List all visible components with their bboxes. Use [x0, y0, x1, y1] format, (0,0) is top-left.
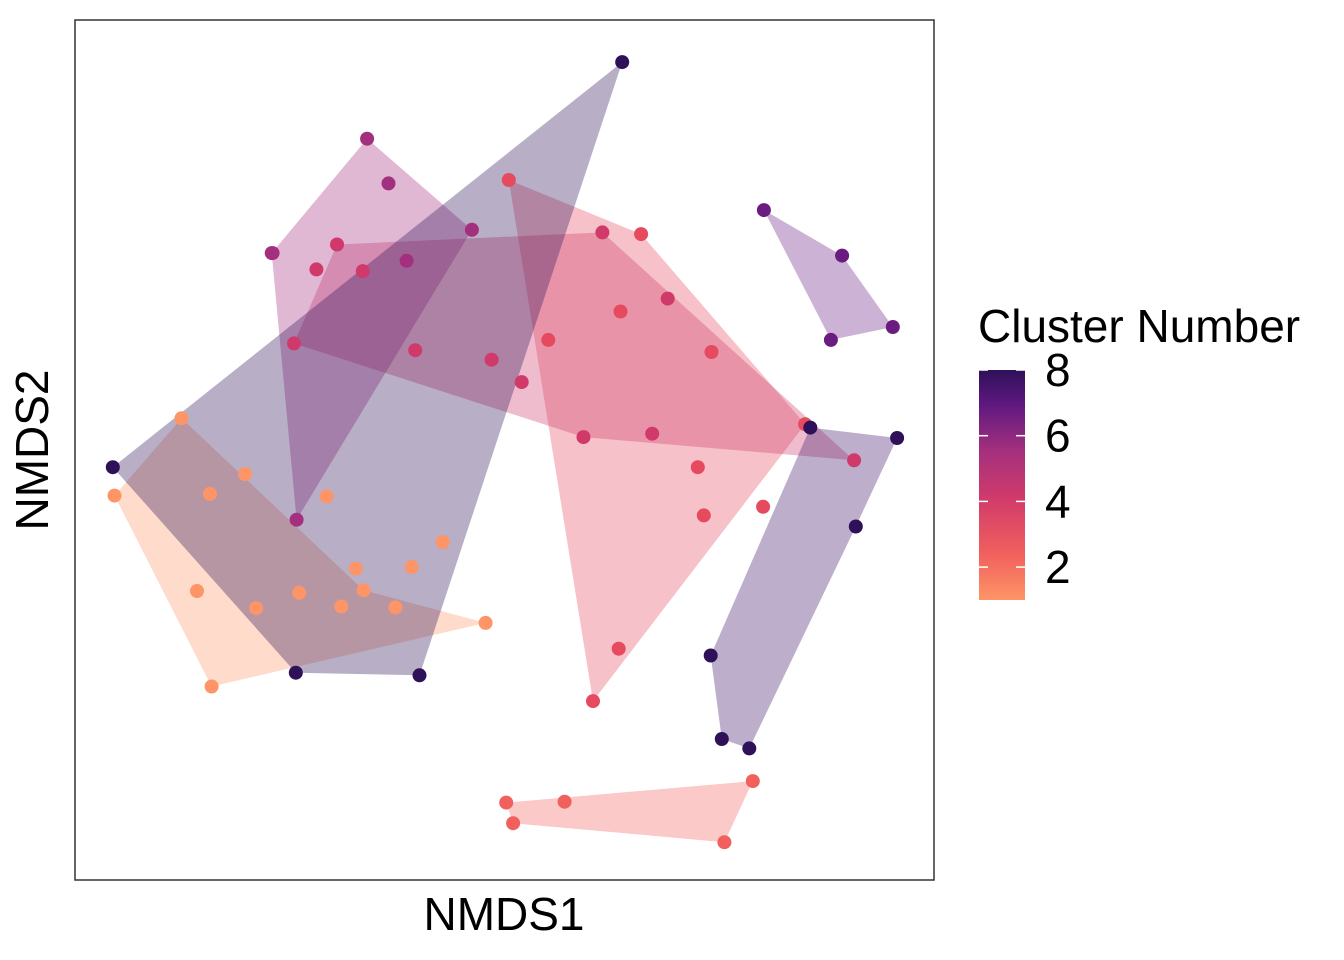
point-cluster-3-2 [634, 227, 649, 242]
point-cluster-3-10 [586, 694, 600, 709]
point-cluster-5-6 [464, 222, 479, 237]
point-cluster-8-2 [105, 460, 120, 475]
point-cluster-4-10 [576, 430, 591, 445]
point-cluster-2-5 [717, 835, 732, 850]
x-axis-title: NMDS1 [423, 888, 584, 940]
point-cluster-1-14 [388, 600, 403, 615]
point-cluster-2-1 [499, 795, 514, 810]
hull-cluster-1 [114, 418, 486, 687]
point-cluster-1-13 [334, 599, 349, 614]
cluster-hulls [112, 62, 898, 843]
point-cluster-1-10 [404, 560, 419, 574]
point-cluster-8-6 [890, 431, 905, 445]
point-cluster-4-4 [355, 264, 370, 279]
legend-tick-label-2: 2 [1045, 541, 1071, 593]
point-cluster-1-1 [174, 411, 189, 426]
legend-tick-label-8: 8 [1045, 344, 1071, 396]
point-cluster-1-11 [107, 488, 122, 503]
point-cluster-2-2 [557, 794, 572, 809]
point-cluster-3-9 [611, 641, 626, 656]
point-cluster-6-1 [756, 203, 771, 218]
point-cluster-3-3 [613, 304, 628, 319]
legend-ticks: 2 4 6 8 [979, 344, 1071, 593]
y-axis-title: NMDS2 [6, 369, 58, 530]
point-cluster-1-7 [319, 489, 334, 504]
point-cluster-1-15 [478, 615, 493, 630]
point-cluster-1-9 [348, 561, 363, 576]
point-cluster-1-3 [202, 486, 217, 501]
legend-colorbar [979, 370, 1025, 600]
point-cluster-8-5 [803, 420, 818, 435]
point-cluster-4-6 [287, 336, 301, 351]
hull-cluster-5 [271, 138, 472, 520]
hull-cluster-6 [763, 210, 893, 340]
point-cluster-6-2 [835, 248, 850, 263]
point-cluster-3-6 [690, 460, 705, 475]
point-cluster-5-4 [265, 246, 280, 261]
point-cluster-1-5 [204, 679, 219, 694]
point-cluster-4-5 [660, 291, 675, 306]
point-cluster-6-3 [885, 320, 900, 334]
point-cluster-4-1 [595, 225, 610, 240]
hull-cluster-7 [710, 427, 898, 749]
cluster-points [105, 55, 905, 850]
point-cluster-5-2 [381, 176, 396, 191]
point-cluster-8-9 [714, 732, 729, 746]
point-cluster-3-1 [501, 173, 516, 187]
point-cluster-4-11 [645, 426, 660, 441]
point-cluster-4-12 [847, 453, 862, 468]
point-cluster-4-2 [330, 237, 344, 252]
point-cluster-1-4 [356, 583, 371, 598]
hull-cluster-3 [508, 180, 806, 702]
point-cluster-1-2 [238, 467, 253, 482]
legend-tick-label-4: 4 [1045, 475, 1071, 527]
point-cluster-8-8 [703, 648, 718, 663]
legend: Cluster Number 2 4 6 8 [978, 300, 1300, 600]
point-cluster-4-3 [309, 262, 324, 277]
point-cluster-8-7 [848, 519, 863, 534]
point-cluster-5-7 [289, 512, 304, 527]
point-cluster-3-8 [696, 508, 711, 523]
hull-cluster-8 [112, 62, 623, 676]
point-cluster-3-4 [704, 345, 719, 359]
point-cluster-8-1 [615, 55, 630, 70]
hull-cluster-4 [294, 232, 855, 461]
point-cluster-6-4 [823, 332, 838, 347]
point-cluster-4-8 [484, 352, 499, 367]
point-cluster-8-3 [288, 665, 303, 680]
point-cluster-1-6 [249, 601, 264, 616]
point-cluster-5-5 [399, 253, 414, 268]
point-cluster-5-1 [360, 131, 375, 146]
point-cluster-2-4 [745, 774, 760, 789]
legend-tick-label-6: 6 [1045, 410, 1071, 462]
point-cluster-4-9 [514, 375, 529, 390]
point-cluster-8-4 [412, 668, 427, 683]
point-cluster-3-11 [541, 332, 556, 347]
hull-cluster-2 [506, 781, 753, 843]
plot-panel-border [74, 19, 935, 881]
point-cluster-1-12 [292, 585, 307, 600]
point-cluster-8-10 [742, 741, 757, 756]
point-cluster-3-7 [756, 499, 771, 514]
point-cluster-2-3 [506, 816, 521, 831]
legend-title: Cluster Number [978, 300, 1300, 352]
point-cluster-1-16 [190, 584, 204, 598]
point-cluster-1-8 [435, 535, 450, 549]
point-cluster-4-7 [408, 343, 423, 358]
